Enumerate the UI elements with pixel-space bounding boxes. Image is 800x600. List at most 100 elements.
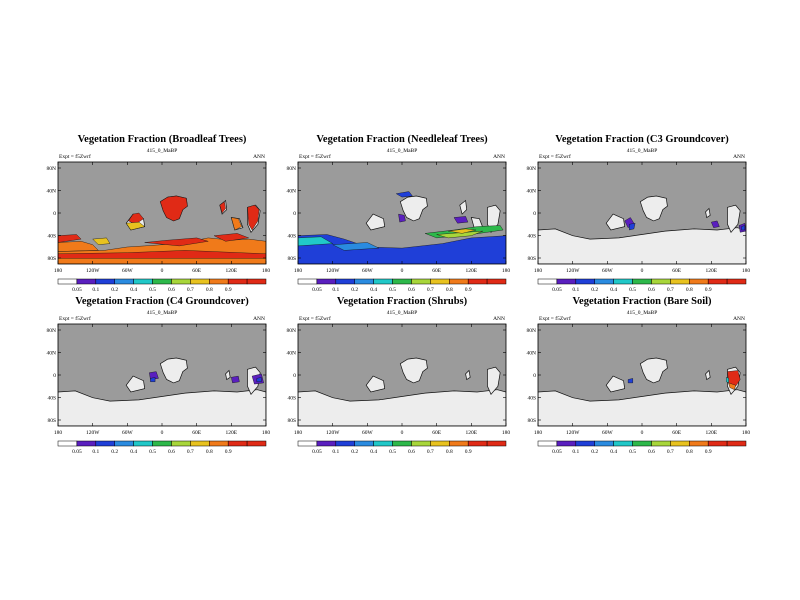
- x-tick-label: 180: [262, 430, 271, 436]
- vegetation-panel-2: Vegetation Fraction (Needleleaf Trees) Ex…: [287, 134, 511, 293]
- panel-experiment-label: Expt = f5Zwrf: [299, 153, 331, 160]
- panel-experiment-label: Expt = f5Zwrf: [539, 315, 571, 322]
- colorbar-label: 0.7: [667, 449, 674, 455]
- colorbar-segment: [297, 278, 318, 285]
- x-tick-label: 60E: [672, 430, 682, 436]
- colorbar-segment: [373, 278, 393, 285]
- x-tick-label: 0: [161, 268, 164, 274]
- colorbar-segment: [430, 440, 450, 447]
- colorbar-segment: [354, 440, 374, 447]
- panel-season-label: ANN: [253, 154, 265, 160]
- colorbar-segment: [316, 440, 337, 447]
- vegetation-panel-4: Vegetation Fraction (C4 Groundcover) Expt…: [47, 296, 271, 455]
- colorbar-segment: [449, 440, 469, 447]
- x-tick-label: 180: [534, 268, 543, 274]
- colorbar-label: 0.8: [446, 449, 453, 455]
- y-tick-label: 80N: [527, 328, 537, 334]
- colorbar-segment: [114, 278, 134, 285]
- colorbar-label: 0.9: [225, 287, 232, 293]
- vegetation-patch: [125, 221, 146, 231]
- vegetation-patch: [711, 220, 720, 228]
- colorbar-segment: [632, 440, 652, 447]
- vegetation-panel-5: Vegetation Fraction (Shrubs) Expt = f5Zwr…: [287, 296, 511, 455]
- y-tick-label: 40N: [47, 189, 57, 195]
- colorbar-label: 0.7: [427, 287, 434, 293]
- colorbar-segment: [297, 440, 318, 447]
- colorbar-segment: [670, 440, 690, 447]
- colorbar-label: 0.2: [111, 287, 118, 293]
- x-tick-label: 120W: [86, 430, 100, 436]
- colorbar-label: 0.1: [332, 449, 339, 455]
- colorbar-segment: [227, 440, 248, 447]
- colorbar-label: 0.4: [610, 287, 617, 293]
- panel-title: Vegetation Fraction (Bare Soil): [572, 296, 712, 307]
- vegetation-patch: [298, 234, 506, 264]
- colorbar-segment: [335, 278, 355, 285]
- colorbar-label: 0.2: [111, 449, 118, 455]
- colorbar-label: 0.5: [629, 449, 636, 455]
- colorbar-label: 0.2: [351, 287, 358, 293]
- colorbar-label: 0.6: [408, 287, 415, 293]
- land-region: [705, 369, 711, 381]
- x-tick-label: 60E: [432, 268, 442, 274]
- colorbar-segment: [76, 278, 97, 285]
- panel-title: Vegetation Fraction (Shrubs): [337, 296, 468, 307]
- land-region: [465, 369, 471, 381]
- panel-season-label: ANN: [493, 316, 505, 322]
- x-tick-label: 120W: [326, 268, 340, 274]
- y-tick-label: 80N: [47, 328, 57, 334]
- vegetation-patch: [331, 242, 380, 251]
- vegetation-patch: [58, 234, 82, 243]
- colorbar-segment: [575, 278, 595, 285]
- land-region: [399, 357, 428, 384]
- vegetation-patch: [629, 222, 636, 231]
- panel-experiment-label: Expt = f5Zwrf: [59, 153, 91, 160]
- colorbar-segment: [209, 278, 229, 285]
- x-tick-label: 60E: [192, 430, 202, 436]
- land-region: [365, 375, 386, 393]
- colorbar-segment: [449, 278, 469, 285]
- colorbar-segment: [670, 278, 690, 285]
- vegetation-patch: [144, 237, 209, 247]
- colorbar-label: 0.8: [686, 287, 693, 293]
- colorbar-segment: [95, 278, 115, 285]
- x-tick-label: 180: [742, 430, 751, 436]
- x-tick-label: 120E: [226, 268, 238, 274]
- colorbar-label: 0.1: [92, 449, 99, 455]
- panel-season-label: ANN: [493, 154, 505, 160]
- vegetation-patch: [160, 195, 188, 222]
- colorbar-label: 0.7: [667, 287, 674, 293]
- colorbar-segment: [57, 440, 78, 447]
- x-tick-label: 60W: [602, 268, 614, 274]
- colorbar-segment: [537, 440, 558, 447]
- colorbar-segment: [190, 440, 210, 447]
- colorbar-segment: [190, 278, 210, 285]
- vegetation-patch: [448, 228, 477, 234]
- land-region: [58, 389, 266, 426]
- vegetation-patch: [58, 241, 99, 252]
- colorbar-label: 0.5: [389, 287, 396, 293]
- land-region: [365, 213, 386, 231]
- panel-period-label: 415_0_MaBP: [387, 310, 418, 316]
- x-tick-label: 120W: [566, 268, 580, 274]
- x-tick-label: 0: [401, 430, 404, 436]
- x-tick-label: 120E: [226, 430, 238, 436]
- colorbar-segment: [594, 440, 614, 447]
- vegetation-patch: [219, 201, 226, 214]
- x-tick-label: 180: [294, 268, 303, 274]
- panel-season-label: ANN: [733, 316, 745, 322]
- colorbar-segment: [613, 440, 633, 447]
- colorbar-segment: [467, 278, 488, 285]
- y-tick-label: 80N: [287, 166, 297, 172]
- colorbar-label: 0.8: [206, 449, 213, 455]
- colorbar-label: 0.2: [591, 287, 598, 293]
- panel-season-label: ANN: [253, 316, 265, 322]
- y-tick-label: 80N: [47, 166, 57, 172]
- land-region: [639, 195, 668, 222]
- colorbar-label: 0.1: [332, 287, 339, 293]
- x-tick-label: 180: [742, 268, 751, 274]
- y-tick-label: 80S: [47, 256, 56, 262]
- colorbar-segment: [537, 278, 558, 285]
- colorbar-segment: [171, 440, 191, 447]
- colorbar-label: 0.05: [312, 287, 322, 293]
